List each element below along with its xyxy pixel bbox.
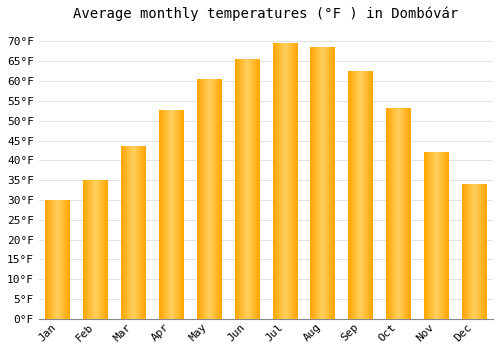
Title: Average monthly temperatures (°F ) in Dombóvár: Average monthly temperatures (°F ) in Do… bbox=[74, 7, 458, 21]
